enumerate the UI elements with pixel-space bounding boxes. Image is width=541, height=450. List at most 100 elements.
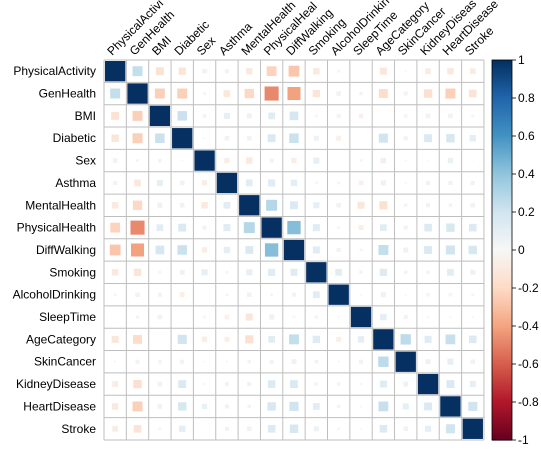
corr-cell-GenHealth-HeartDisease xyxy=(445,88,456,99)
corr-cell-DiffWalking-PhysicalHealth xyxy=(264,243,279,257)
colorbar-segment xyxy=(492,318,512,321)
colorbar-segment xyxy=(492,63,512,67)
corr-cell-PhysicalActivity-KidneyDisease xyxy=(425,68,431,75)
colorbar-segment xyxy=(492,413,512,416)
corr-cell-GenHealth-Diabetic xyxy=(177,88,188,99)
colorbar-segment xyxy=(492,75,512,78)
colorbar-segment xyxy=(492,204,512,207)
corr-cell-PhysicalHealth-MentalHealth xyxy=(243,222,255,234)
corr-cell-Stroke-MentalHealth xyxy=(247,426,252,432)
corr-cell-AgeCategory-SkinCancer xyxy=(400,334,411,345)
colorbar-segment xyxy=(492,94,512,97)
corr-cell-GenHealth-MentalHealth xyxy=(244,88,254,99)
corr-cell-SleepTime-Stroke xyxy=(471,316,474,319)
colorbar-segment xyxy=(492,272,512,276)
colorbar-segment xyxy=(492,407,512,411)
colorbar-segment xyxy=(492,345,512,348)
corr-cell-AlcoholDrinking-HeartDisease xyxy=(448,292,453,297)
corr-cell-MentalHealth-KidneyDisease xyxy=(426,203,431,208)
colorbar-segment xyxy=(492,223,512,226)
colorbar-segment xyxy=(492,320,512,323)
colorbar-segment xyxy=(492,181,512,185)
colorbar-segment xyxy=(492,139,512,143)
colorbar-segment xyxy=(492,136,512,139)
corr-cell-SkinCancer-Stroke xyxy=(470,359,476,364)
corr-cell-Smoking-PhysicalActivity xyxy=(111,269,119,276)
corr-cell-PhysicalHealth-Sex xyxy=(202,225,207,230)
colorbar-segment xyxy=(492,267,512,270)
colorbar-segment xyxy=(492,280,512,283)
corr-cell-Diabetic-PhysicalHealth xyxy=(267,134,276,143)
corr-cell-PhysicalActivity-BMI xyxy=(155,67,164,76)
corr-cell-Asthma-PhysicalActivity xyxy=(113,180,118,185)
colorbar-segment xyxy=(492,132,512,135)
colorbar-segment xyxy=(492,170,512,173)
colorbar-segment xyxy=(492,240,512,243)
corr-cell-PhysicalHealth-Asthma xyxy=(223,224,231,232)
colorbar-segment xyxy=(492,390,512,394)
corr-cell-AlcoholDrinking-Diabetic xyxy=(179,292,185,298)
corr-cell-SkinCancer-Diabetic xyxy=(180,359,185,364)
colorbar-segment xyxy=(492,242,512,245)
corr-cell-AgeCategory-PhysicalActivity xyxy=(111,335,119,343)
corr-cell-PhysicalHealth-Stroke xyxy=(468,223,477,232)
colorbar-segment xyxy=(492,333,512,337)
colorbar-segment xyxy=(492,286,512,289)
colorbar-segment xyxy=(492,244,512,247)
corr-cell-SleepTime-Sex xyxy=(203,315,207,319)
colorbar-segment xyxy=(492,168,512,171)
corr-cell-PhysicalActivity-Stroke xyxy=(469,68,476,75)
corr-cell-GenHealth-BMI xyxy=(154,88,165,99)
corr-cell-Stroke-GenHealth xyxy=(133,424,142,433)
corr-cell-Asthma-HeartDisease xyxy=(448,180,453,185)
colorbar-segment xyxy=(492,350,512,354)
corr-cell-MentalHealth-AlcoholDrinking xyxy=(336,203,341,208)
corr-cell-Stroke-AgeCategory xyxy=(379,424,388,433)
colorbar-segment xyxy=(492,200,512,204)
colorbar-segment xyxy=(492,327,512,331)
colorbar-segment xyxy=(492,263,512,266)
corr-cell-HeartDisease-Stroke xyxy=(468,401,478,411)
colorbar-segment xyxy=(492,206,512,209)
corr-cell-BMI-Stroke xyxy=(471,114,475,118)
corr-cell-DiffWalking-Smoking xyxy=(312,246,320,254)
colorbar-segment xyxy=(492,130,512,133)
colorbar-segment xyxy=(492,105,512,109)
corr-cell-Sex-KidneyDisease xyxy=(427,159,430,162)
corr-cell-SleepTime-Asthma xyxy=(224,314,230,320)
corr-cell-HeartDisease-SkinCancer xyxy=(402,403,409,410)
corr-cell-MentalHealth-SkinCancer xyxy=(403,203,408,208)
colorbar-segment xyxy=(492,377,512,380)
corr-cell-PhysicalActivity-GenHealth xyxy=(132,66,143,77)
corr-cell-KidneyDisease-GenHealth xyxy=(133,379,142,389)
colorbar-tick-label: 1 xyxy=(518,53,525,67)
row-label: Sex xyxy=(75,154,96,168)
colorbar-segment xyxy=(492,162,512,166)
corr-cell-GenHealth-GenHealth xyxy=(127,83,148,104)
corr-cell-MentalHealth-PhysicalActivity xyxy=(111,202,119,209)
row-label: AlcoholDrinking xyxy=(13,288,96,302)
colorbar-segment xyxy=(492,67,512,71)
colorbar-segment xyxy=(492,367,512,371)
corr-cell-Smoking-HeartDisease xyxy=(447,268,454,276)
colorbar-segment xyxy=(492,229,512,232)
corr-cell-AgeCategory-AlcoholDrinking xyxy=(336,336,342,342)
corr-cell-BMI-Sex xyxy=(202,114,207,118)
colorbar-segment xyxy=(492,193,512,196)
corr-cell-PhysicalActivity-PhysicalHealth xyxy=(266,66,277,77)
corr-cell-Smoking-Smoking xyxy=(306,262,327,283)
corr-cell-Sex-MentalHealth xyxy=(246,157,253,164)
corr-cell-Asthma-GenHealth xyxy=(134,179,141,187)
corr-cell-BMI-BMI xyxy=(149,105,171,127)
corr-cell-AgeCategory-PhysicalHealth xyxy=(268,336,275,343)
corr-cell-MentalHealth-Smoking xyxy=(313,202,320,209)
colorbar-segment xyxy=(492,348,512,352)
row-label: Asthma xyxy=(55,176,96,190)
corr-cell-Asthma-Stroke xyxy=(470,180,475,185)
corr-cell-AlcoholDrinking-PhysicalHealth xyxy=(270,293,274,297)
colorbar-tick-label: 0.6 xyxy=(518,129,535,143)
corr-cell-AgeCategory-Smoking xyxy=(312,335,320,344)
corr-cell-MentalHealth-AgeCategory xyxy=(379,201,388,210)
colorbar-segment xyxy=(492,432,512,435)
corr-cell-Stroke-BMI xyxy=(158,427,162,431)
